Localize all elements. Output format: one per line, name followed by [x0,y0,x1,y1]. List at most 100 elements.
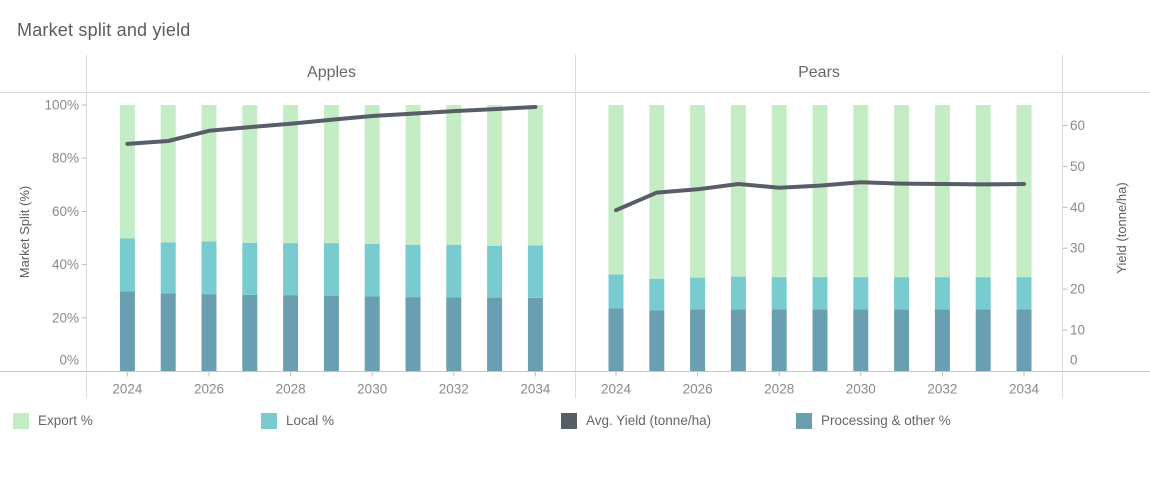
bar-segment[interactable] [242,294,258,371]
bar-segment[interactable] [934,105,950,278]
bar-segment[interactable] [690,277,706,310]
bar-segment[interactable] [771,105,787,278]
bar-segment[interactable] [323,243,339,296]
bar-segment[interactable] [160,293,176,371]
panel-title-pears: Pears [798,64,840,81]
bar-segment[interactable] [853,105,869,278]
legend-label: Local % [286,413,335,428]
x-axis-tick-label: 2032 [927,382,957,397]
bar-segment[interactable] [283,243,299,296]
x-axis-tick-label: 2028 [276,382,306,397]
bar-segment[interactable] [405,297,421,371]
bar-segment[interactable] [283,295,299,372]
bar-segment[interactable] [446,297,462,371]
bar-segment[interactable] [446,105,462,245]
bar-segment[interactable] [730,276,746,310]
panel-title-apples: Apples [307,64,356,81]
legend-item-export[interactable]: Export % [13,412,93,429]
bar-segment[interactable] [323,296,339,371]
x-axis-tick-label: 2024 [112,382,143,397]
x-axis-tick-label: 2030 [357,382,387,397]
bar-segment[interactable] [242,242,258,295]
bar-segment[interactable] [527,245,543,298]
bar-segment[interactable] [975,105,991,278]
right-axis-tick-label: 30 [1070,241,1085,256]
bar-segment[interactable] [812,309,828,371]
bar-segment[interactable] [487,105,503,246]
bar-segment[interactable] [812,105,828,278]
x-axis-tick-label: 2028 [764,382,794,397]
legend-label: Avg. Yield (tonne/ha) [586,413,712,428]
bar-segment[interactable] [364,243,380,297]
bar-segment[interactable] [119,238,135,292]
local-color-swatch-icon [261,412,277,429]
bar-segment[interactable] [608,105,624,275]
bar-segment[interactable] [119,291,135,371]
bar-segment[interactable] [364,296,380,372]
bar-segment[interactable] [894,277,910,310]
left-axis-tick-label: 100% [44,98,79,113]
bar-segment[interactable] [487,297,503,371]
bar-segment[interactable] [934,309,950,371]
bar-segment[interactable] [608,308,624,372]
bar-segment[interactable] [364,105,380,244]
bar-segment[interactable] [201,294,217,371]
bar-segment[interactable] [1016,309,1032,371]
bar-segment[interactable] [201,105,217,242]
right-axis-tick-label: 50 [1070,159,1085,174]
avg-yield-line[interactable] [614,180,1026,213]
legend-label: Processing & other % [821,413,951,428]
bar-segment[interactable] [853,277,869,310]
bar-segment[interactable] [283,105,299,244]
bar-segment[interactable] [487,245,503,298]
avg-yield-line[interactable] [125,105,538,146]
legend-item-avg-yield[interactable]: Avg. Yield (tonne/ha) [561,412,711,429]
bar-segment[interactable] [894,309,910,371]
bar-segment[interactable] [649,278,665,311]
bar-segment[interactable] [405,244,421,298]
bar-segment[interactable] [975,277,991,310]
bar-segment[interactable] [1016,277,1032,310]
x-axis-tick-label: 2030 [846,382,876,397]
bar-segment[interactable] [730,309,746,371]
x-axis-tick-label: 2034 [1009,382,1040,397]
left-axis-tick-label: 0% [59,353,79,368]
bar-segment[interactable] [201,241,217,295]
bar-segment[interactable] [160,242,176,294]
bar-segment[interactable] [812,277,828,310]
bar-segment[interactable] [446,244,462,298]
bar-segment[interactable] [690,309,706,371]
bar-segment[interactable] [1016,105,1032,278]
bar-segment[interactable] [934,277,950,310]
left-axis-tick-label: 20% [52,310,79,325]
bar-segment[interactable] [119,105,135,239]
bar-segment[interactable] [730,105,746,277]
bar-segment[interactable] [323,105,339,244]
legend-item-local[interactable]: Local % [261,412,334,429]
bar-segment[interactable] [527,297,543,372]
chart-title: Market split and yield [17,20,191,40]
legend-item-processing[interactable]: Processing & other % [796,412,951,429]
x-axis-tick-label: 2026 [194,382,224,397]
bar-segment[interactable] [242,105,258,243]
left-axis-tick-label: 80% [52,151,79,166]
right-axis-tick-label: 40 [1070,200,1085,215]
bar-segment[interactable] [894,105,910,278]
bar-segment[interactable] [608,274,624,309]
bar-segment[interactable] [771,309,787,371]
right-axis-tick-label: 0 [1070,353,1078,368]
bar-segment[interactable] [771,277,787,310]
bar-segment[interactable] [649,310,665,371]
bar-segment[interactable] [160,105,176,243]
right-axis-tick-label: 20 [1070,282,1085,297]
x-axis-tick-label: 2034 [520,382,551,397]
bar-segment[interactable] [405,105,421,245]
export-color-swatch-icon [13,412,29,429]
bar-segment[interactable] [975,309,991,371]
bar-segment[interactable] [527,105,543,246]
x-axis-tick-label: 2032 [439,382,469,397]
bar-segment[interactable] [853,309,869,371]
x-axis-tick-label: 2026 [683,382,713,397]
